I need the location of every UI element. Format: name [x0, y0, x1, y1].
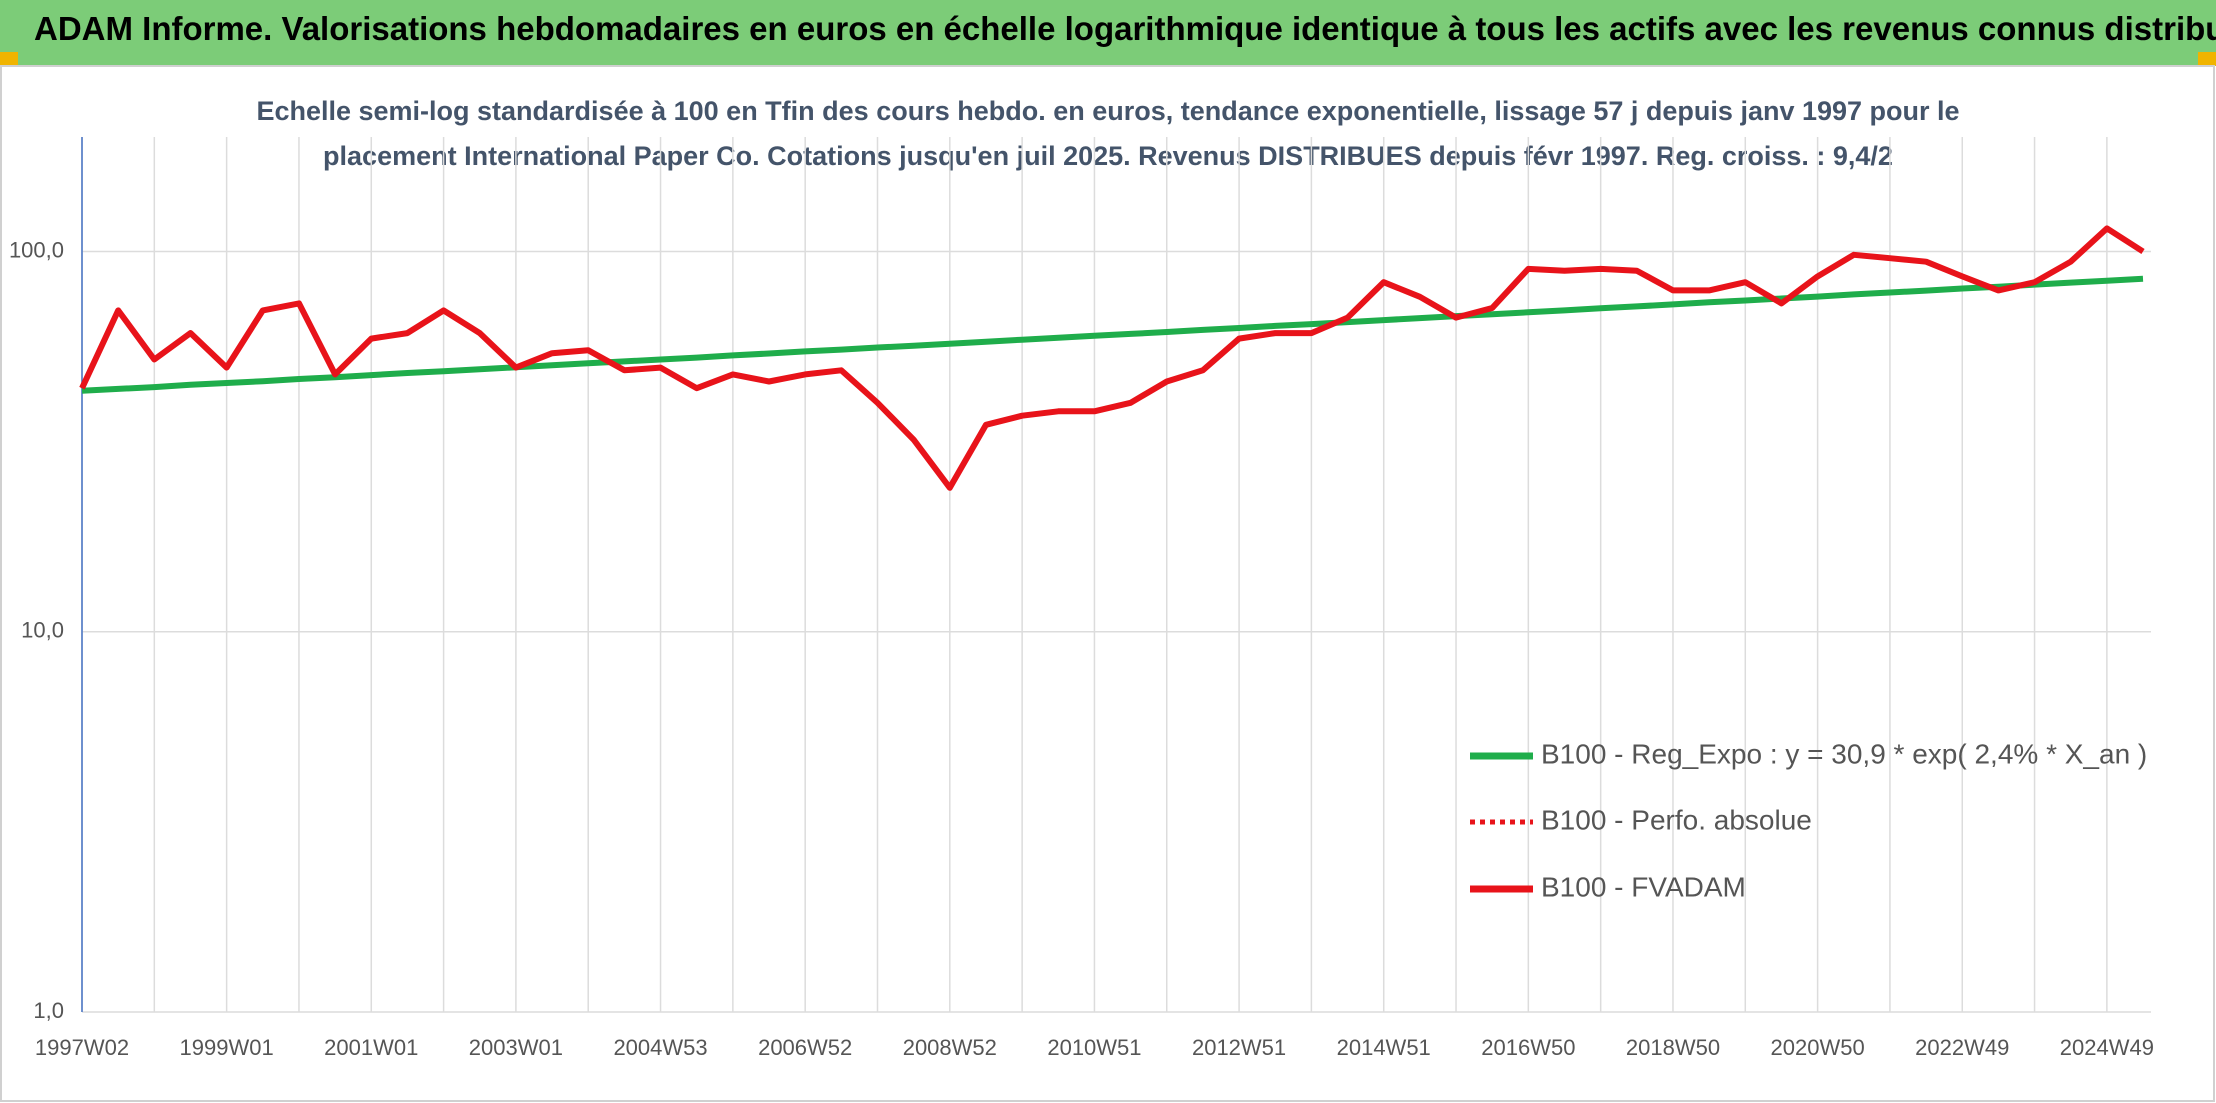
subtitle: placement International Paper Co. Cotati…	[323, 141, 1893, 171]
x-tick-label: 2006W52	[758, 1035, 852, 1060]
x-tick-label: 2012W51	[1192, 1035, 1286, 1060]
y-tick-label: 10,0	[21, 618, 64, 643]
x-tick-label: 2018W50	[1626, 1035, 1720, 1060]
x-tick-label: 2020W50	[1771, 1035, 1865, 1060]
x-tick-label: 2022W49	[1915, 1035, 2009, 1060]
x-tick-label: 2014W51	[1337, 1035, 1431, 1060]
subtitle: Echelle semi-log standardisée à 100 en T…	[256, 96, 1959, 126]
header: ADAM Informe. Valorisations hebdomadaire…	[0, 0, 2216, 66]
x-tick-label: 2008W52	[903, 1035, 997, 1060]
x-tick-label: 2001W01	[324, 1035, 418, 1060]
x-tick-label: 1999W01	[180, 1035, 274, 1060]
x-tick-label: 2010W51	[1047, 1035, 1141, 1060]
x-tick-label: 1997W02	[35, 1035, 129, 1060]
legend-label: B100 - Perfo. absolue	[1541, 804, 1812, 835]
y-tick-label: 1,0	[33, 998, 64, 1023]
x-tick-label: 2016W50	[1481, 1035, 1575, 1060]
header-title: ADAM Informe. Valorisations hebdomadaire…	[34, 10, 2216, 47]
corner	[2198, 52, 2216, 66]
series-line	[81, 275, 2144, 394]
legend-label: B100 - FVADAM	[1541, 871, 1746, 902]
x-tick-label: 2004W53	[613, 1035, 707, 1060]
series-line	[79, 225, 2145, 491]
corner	[0, 52, 18, 66]
x-tick-label: 2024W49	[2060, 1035, 2154, 1060]
legend-label: B100 - Reg_Expo : y = 30,9 * exp( 2,4% *…	[1541, 738, 2147, 769]
x-tick-label: 2003W01	[469, 1035, 563, 1060]
frame	[0, 65, 2215, 1102]
y-tick-label: 100,0	[9, 237, 64, 262]
